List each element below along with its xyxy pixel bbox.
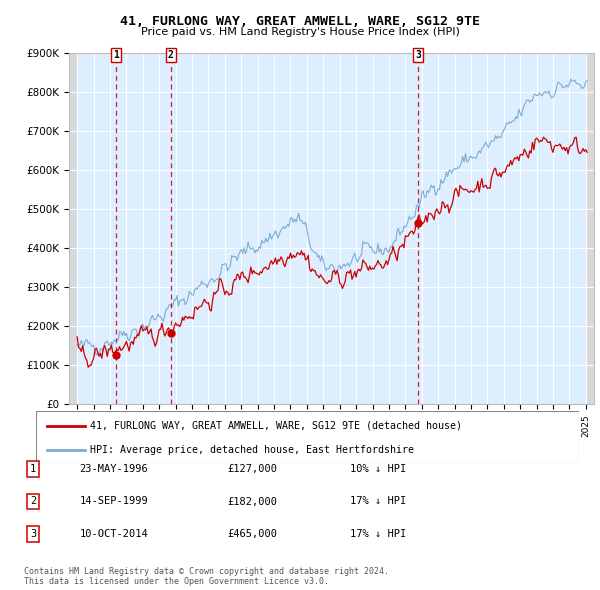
Text: 2: 2 <box>30 497 36 506</box>
Text: £127,000: £127,000 <box>227 464 277 474</box>
Text: £465,000: £465,000 <box>227 529 277 539</box>
Text: 3: 3 <box>415 50 421 60</box>
Text: 10-OCT-2014: 10-OCT-2014 <box>80 529 148 539</box>
Text: 1: 1 <box>30 464 36 474</box>
Text: 2: 2 <box>168 50 174 60</box>
Text: 41, FURLONG WAY, GREAT AMWELL, WARE, SG12 9TE: 41, FURLONG WAY, GREAT AMWELL, WARE, SG1… <box>120 15 480 28</box>
Text: Contains HM Land Registry data © Crown copyright and database right 2024.
This d: Contains HM Land Registry data © Crown c… <box>24 567 389 586</box>
Text: 17% ↓ HPI: 17% ↓ HPI <box>350 529 406 539</box>
Text: 17% ↓ HPI: 17% ↓ HPI <box>350 497 406 506</box>
FancyBboxPatch shape <box>36 411 579 463</box>
Text: 41, FURLONG WAY, GREAT AMWELL, WARE, SG12 9TE (detached house): 41, FURLONG WAY, GREAT AMWELL, WARE, SG1… <box>90 421 463 431</box>
Text: 23-MAY-1996: 23-MAY-1996 <box>80 464 148 474</box>
Text: Price paid vs. HM Land Registry's House Price Index (HPI): Price paid vs. HM Land Registry's House … <box>140 27 460 37</box>
Text: 1: 1 <box>113 50 119 60</box>
Text: 14-SEP-1999: 14-SEP-1999 <box>80 497 148 506</box>
Bar <box>586 53 594 404</box>
Text: 3: 3 <box>30 529 36 539</box>
Text: £182,000: £182,000 <box>227 497 277 506</box>
Bar <box>69 53 77 404</box>
Text: 10% ↓ HPI: 10% ↓ HPI <box>350 464 406 474</box>
Text: HPI: Average price, detached house, East Hertfordshire: HPI: Average price, detached house, East… <box>90 445 415 455</box>
